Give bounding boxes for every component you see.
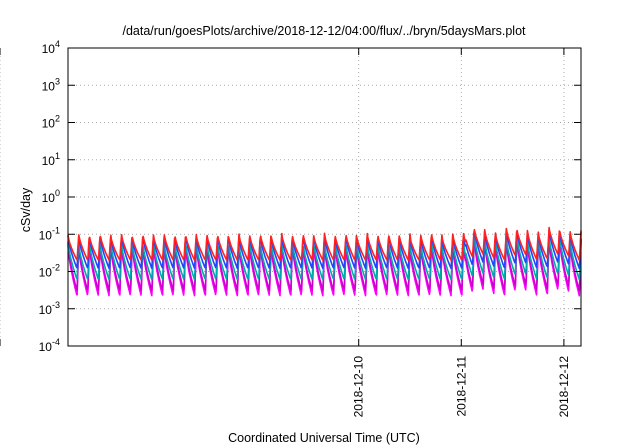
plot-frame (67, 47, 582, 347)
y-tick-label: 10-2 (39, 263, 60, 280)
y-tick-label: 103 (42, 76, 60, 93)
plot-area (67, 226, 582, 297)
y-tick-label: 101 (42, 151, 60, 168)
y-tick-label: 100 (42, 188, 60, 205)
y-axis-label: cSv/day (19, 187, 33, 232)
grid (0, 48, 581, 346)
series-line (67, 226, 582, 261)
x-tick-label: 2018-12-11 (454, 356, 468, 417)
x-tick-label: 2018-12-12 (557, 356, 571, 418)
chart-title: /data/run/goesPlots/archive/2018-12-12/0… (122, 24, 526, 38)
y-tick-label: 102 (42, 114, 60, 131)
y-tick-label: 10-1 (39, 225, 60, 242)
x-axis-label: Coordinated Universal Time (UTC) (228, 431, 420, 445)
y-tick-label: 10-3 (39, 300, 60, 317)
y-tick-label: 104 (42, 39, 60, 56)
x-tick-label: 2018-12-10 (352, 356, 366, 418)
y-tick-label: 10-4 (39, 337, 60, 354)
axes: 10-410-310-210-11001011021031042018-12-8… (0, 0, 582, 418)
